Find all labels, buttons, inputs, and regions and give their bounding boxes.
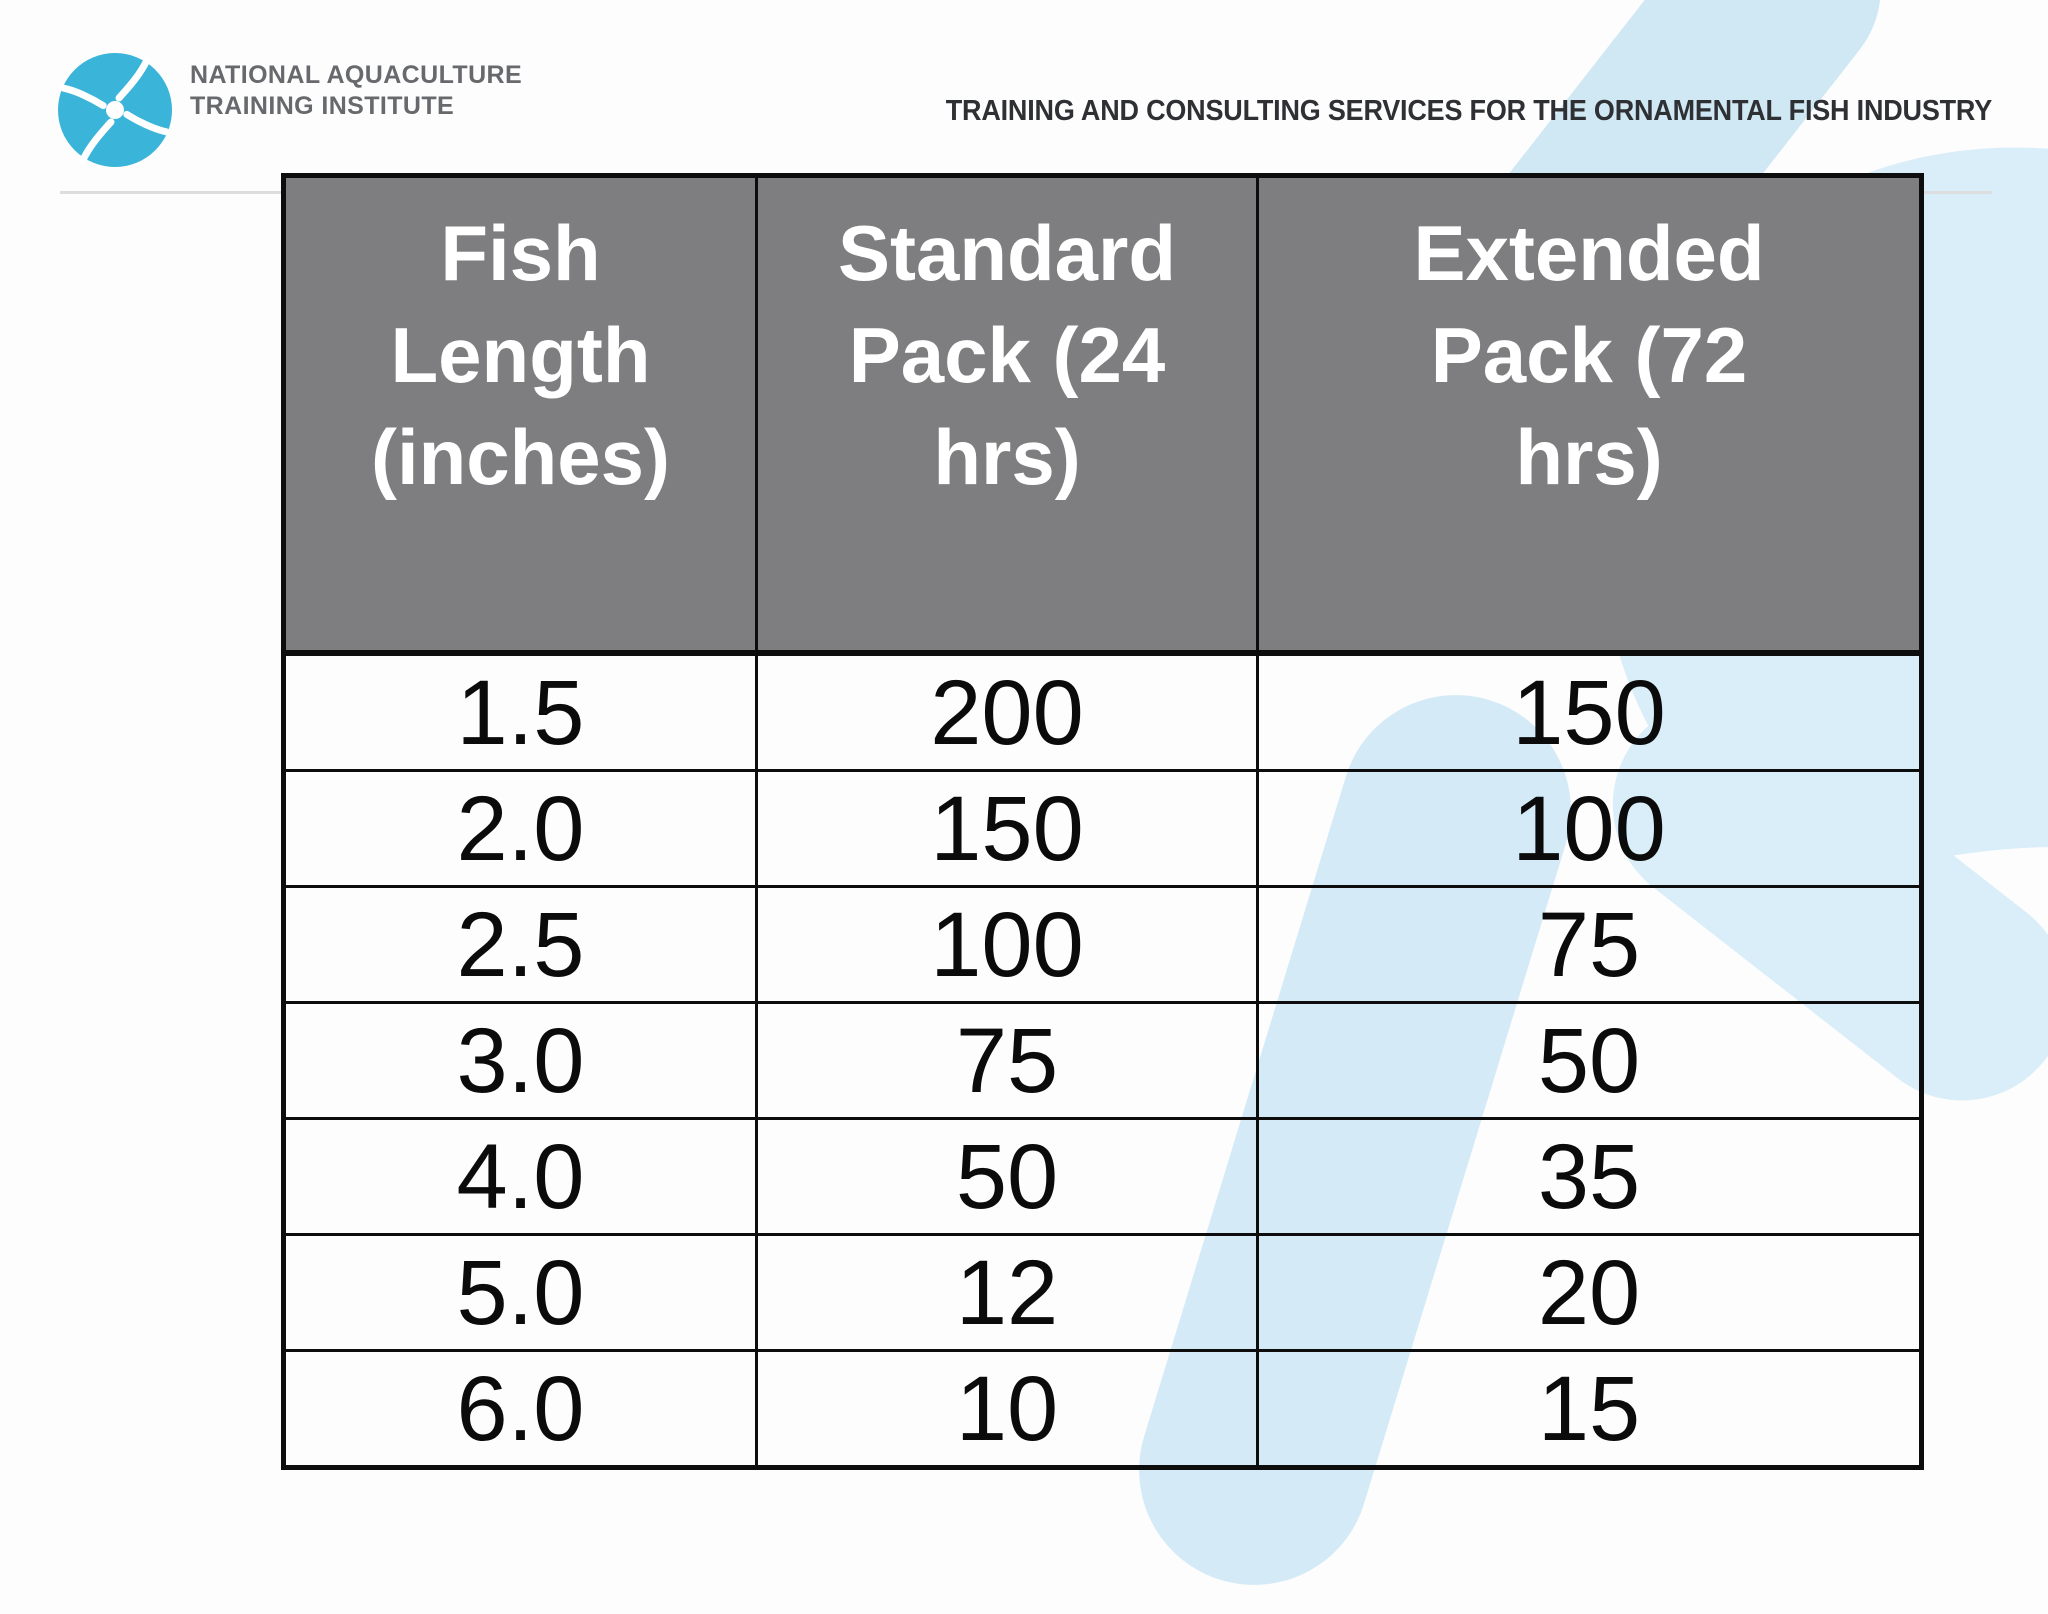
cell-standard-pack: 12: [755, 1233, 1259, 1352]
table-row: 5.0 12 20: [282, 1233, 1923, 1352]
header-line: Pack (24: [848, 311, 1166, 399]
logo-text: NATIONAL AQUACULTURE TRAINING INSTITUTE: [190, 60, 522, 122]
cell-extended-pack: 15: [1256, 1349, 1923, 1469]
table-row: 6.0 10 15: [282, 1349, 1923, 1469]
pack-rates-table: Fish Length (inches) Standard Pack (24 h…: [281, 173, 1924, 1470]
table-row: 2.5 100 75: [282, 885, 1923, 1004]
cell-standard-pack: 75: [755, 1001, 1259, 1120]
table-row: 4.0 50 35: [282, 1117, 1923, 1236]
cell-extended-pack: 35: [1256, 1117, 1923, 1236]
cell-extended-pack: 20: [1256, 1233, 1923, 1352]
cell-extended-pack: 75: [1256, 885, 1923, 1004]
column-header-fish-length: Fish Length (inches): [282, 174, 758, 656]
cell-fish-length: 2.0: [282, 769, 758, 888]
header-line: Fish: [440, 209, 601, 297]
cell-fish-length: 1.5: [282, 651, 758, 772]
cell-extended-pack: 50: [1256, 1001, 1923, 1120]
pinwheel-logo-icon: [58, 53, 172, 167]
header-line: Length: [390, 311, 651, 399]
cell-extended-pack: 150: [1256, 651, 1923, 772]
column-header-extended-pack: Extended Pack (72 hrs): [1256, 174, 1923, 656]
header-line: hrs): [933, 413, 1081, 501]
header-line: Pack (72: [1430, 311, 1748, 399]
table-row: 3.0 75 50: [282, 1001, 1923, 1120]
tagline: TRAINING AND CONSULTING SERVICES FOR THE…: [945, 95, 1992, 127]
table-row: 2.0 150 100: [282, 769, 1923, 888]
table-header-row: Fish Length (inches) Standard Pack (24 h…: [282, 174, 1923, 656]
header-line: Standard: [837, 209, 1177, 297]
cell-fish-length: 2.5: [282, 885, 758, 1004]
header-line: (inches): [370, 413, 671, 501]
header-line: Extended: [1413, 209, 1765, 297]
column-header-standard-pack: Standard Pack (24 hrs): [755, 174, 1259, 656]
cell-standard-pack: 150: [755, 769, 1259, 888]
cell-standard-pack: 100: [755, 885, 1259, 1004]
cell-standard-pack: 50: [755, 1117, 1259, 1236]
cell-standard-pack: 10: [755, 1349, 1259, 1469]
cell-fish-length: 4.0: [282, 1117, 758, 1236]
cell-standard-pack: 200: [755, 651, 1259, 772]
table-row: 1.5 200 150: [282, 651, 1923, 772]
cell-extended-pack: 100: [1256, 769, 1923, 888]
cell-fish-length: 5.0: [282, 1233, 758, 1352]
header-line: hrs): [1515, 413, 1663, 501]
logo-line-1: NATIONAL AQUACULTURE: [190, 61, 523, 89]
cell-fish-length: 6.0: [282, 1349, 758, 1469]
slide: { "page": { "width": 2048, "height": 153…: [58, 0, 2048, 1614]
cell-fish-length: 3.0: [282, 1001, 758, 1120]
logo-line-2: TRAINING INSTITUTE: [190, 92, 455, 120]
